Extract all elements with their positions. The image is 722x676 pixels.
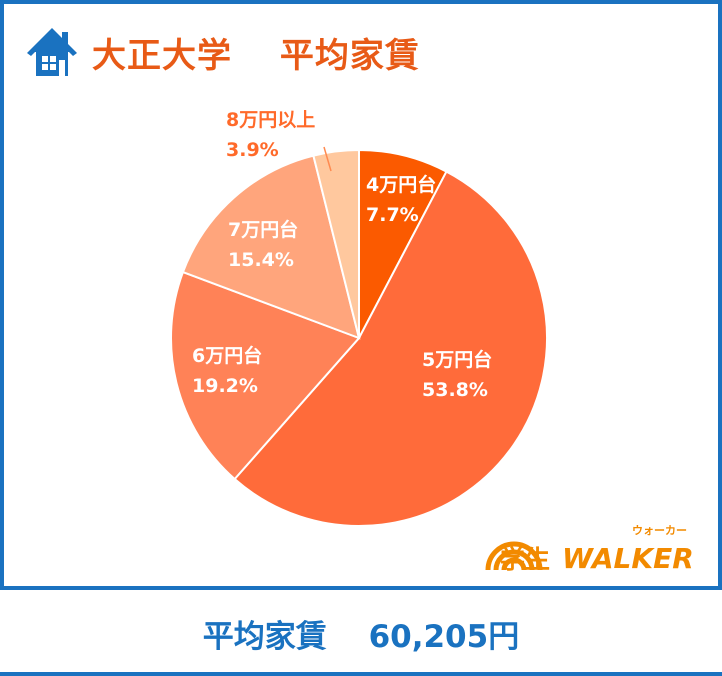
slice-value-label-2: 53.8% [422,379,488,401]
slice-category-label-2: 5万円台 [422,348,492,371]
slice-category-label-4: 7万円台 [228,218,298,241]
average-rent-text: 平均家賃 60,205円 [202,618,520,655]
slice-value-label-5: 3.9% [226,139,279,161]
chart-title: 大正大学 平均家賃 [92,35,420,76]
house-icon [27,28,77,76]
pie-slice-4 [181,154,361,340]
slice-category-label-3: 6万円台 [192,344,262,367]
header: 大正大学 平均家賃 [24,22,420,82]
pie-slice-3 [170,270,361,481]
leader-line-8man [323,146,332,172]
pie-slice-2 [233,170,549,528]
footer: 平均家賃 60,205円 [0,590,722,676]
slice-value-label-4: 15.4% [228,249,294,271]
footer-divider [0,672,722,676]
slice-value-label-3: 19.2% [192,375,258,397]
pie-slice-5 [312,148,360,339]
gakusei-walker-logo: 学生 WALKER ウォーカー [485,524,694,575]
svg-text:ウォーカー: ウォーカー [632,524,687,537]
chart-frame: 大正大学 平均家賃 4万円台 7.7% 5万円台 53.8% 6万円台 19.2% 7万円台… [0,0,722,590]
slice-value-label-1: 7.7% [366,204,419,226]
svg-text:WALKER: WALKER [562,542,694,575]
slice-category-label-1: 4万円台 [366,173,436,196]
svg-text:学生: 学生 [500,545,550,574]
slice-category-label-5: 8万円以上 [226,109,315,131]
pie-chart: 4万円台 7.7% 5万円台 53.8% 6万円台 19.2% 7万円台 15.4% 8万円以上… [170,109,549,528]
